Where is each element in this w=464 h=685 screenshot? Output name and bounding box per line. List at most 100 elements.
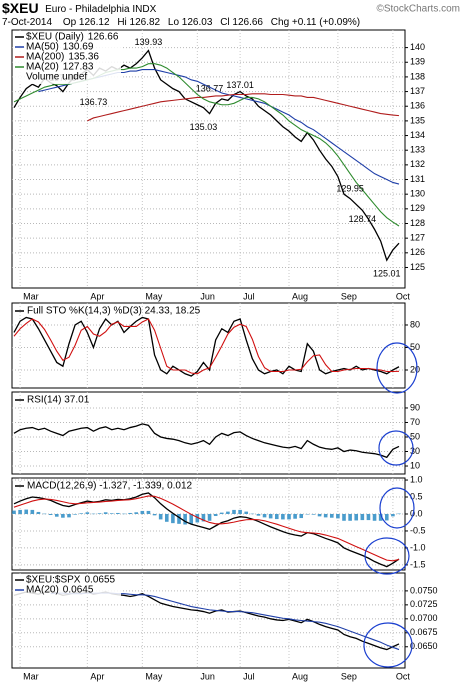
y-tick-label: 131 bbox=[410, 174, 425, 184]
panel-frame bbox=[11, 477, 406, 571]
panel-frame bbox=[11, 302, 406, 389]
y-tick-label: 0.0725 bbox=[410, 599, 438, 609]
series-line bbox=[13, 495, 400, 562]
chart-header: $XEU Euro - Philadelphia INDX bbox=[2, 0, 157, 16]
histogram-bar bbox=[281, 513, 285, 520]
quote-item: Cl 126.66 bbox=[220, 17, 263, 28]
histogram-bar bbox=[189, 513, 194, 524]
histogram-bar bbox=[158, 513, 163, 520]
histogram-bar bbox=[42, 513, 47, 515]
histogram-bar bbox=[268, 513, 273, 519]
x-tick-label: May bbox=[145, 671, 163, 681]
histogram-bar bbox=[250, 513, 255, 515]
legend-value: 127.83 bbox=[63, 62, 94, 73]
annotation: 136.77 bbox=[196, 83, 224, 93]
histogram-bar bbox=[146, 510, 151, 514]
histogram-bar bbox=[67, 513, 71, 518]
histogram-bar bbox=[317, 513, 322, 517]
histogram-bar bbox=[128, 512, 132, 514]
histogram-bar bbox=[85, 512, 90, 514]
histogram-bar bbox=[336, 513, 340, 519]
y-tick-label: 50 bbox=[410, 431, 420, 441]
annotation: 135.03 bbox=[190, 122, 218, 132]
x-tick-label: May bbox=[145, 291, 163, 301]
annotation: 128.74 bbox=[349, 214, 377, 224]
x-tick-label: Sep bbox=[341, 671, 357, 681]
y-tick-label: 128 bbox=[410, 218, 425, 228]
legend-value: 130.69 bbox=[63, 42, 94, 53]
y-tick-label: 136 bbox=[410, 101, 425, 111]
y-tick-label: 126 bbox=[410, 247, 425, 257]
highlight-ellipse bbox=[378, 430, 414, 466]
histogram-bar bbox=[391, 513, 395, 517]
histogram-bar bbox=[164, 513, 169, 522]
y-tick-label: 129 bbox=[410, 203, 425, 213]
y-tick-label: 80 bbox=[410, 319, 420, 329]
annotation: 137.01 bbox=[226, 80, 254, 90]
histogram-bar bbox=[36, 511, 41, 514]
histogram-bar bbox=[97, 513, 102, 514]
y-tick-label: 135 bbox=[410, 115, 425, 125]
histogram-bar bbox=[287, 513, 291, 520]
y-tick-label: 20 bbox=[410, 364, 420, 374]
histogram-bar bbox=[342, 513, 346, 521]
histogram-bar bbox=[152, 513, 157, 516]
histogram-bar bbox=[323, 513, 328, 518]
histogram-bar bbox=[103, 512, 108, 514]
annotation: 125.01 bbox=[373, 269, 401, 279]
x-tick-label: Jun bbox=[200, 291, 215, 301]
histogram-bar bbox=[18, 509, 22, 514]
histogram-bar bbox=[134, 512, 139, 514]
histogram-bar bbox=[238, 509, 242, 514]
histogram-bar bbox=[195, 513, 200, 523]
panel-title: MACD(12,26,9) -1.327, -1.339, 0.012 bbox=[27, 481, 193, 492]
y-tick-label: 0.0650 bbox=[410, 641, 438, 651]
histogram-bar bbox=[116, 512, 120, 514]
y-tick-label: 134 bbox=[410, 130, 425, 140]
x-tick-label: Jul bbox=[243, 291, 255, 301]
y-tick-label: 90 bbox=[410, 402, 420, 412]
y-tick-label: 1.0 bbox=[410, 474, 423, 484]
highlight-ellipse bbox=[364, 537, 410, 575]
legend-label: MA(200) bbox=[26, 52, 64, 63]
histogram-bar bbox=[54, 513, 59, 517]
histogram-bar bbox=[73, 513, 77, 515]
histogram-bar bbox=[311, 513, 316, 515]
legend-box bbox=[13, 574, 121, 597]
histogram-bar bbox=[299, 513, 304, 519]
histogram-bar bbox=[183, 513, 187, 525]
legend-value: 0.0645 bbox=[63, 585, 94, 596]
histogram-bar bbox=[226, 511, 230, 514]
histogram-bar bbox=[12, 510, 16, 514]
y-tick-label: 0.0750 bbox=[410, 585, 438, 595]
histogram-bar bbox=[109, 513, 114, 514]
y-tick-label: 139 bbox=[410, 57, 425, 67]
y-tick-label: 137 bbox=[410, 86, 425, 96]
y-tick-label: 127 bbox=[410, 233, 425, 243]
histogram-bar bbox=[378, 513, 383, 521]
quote-item: Op 126.12 bbox=[63, 17, 110, 28]
histogram-bar bbox=[24, 509, 29, 514]
histogram-bar bbox=[360, 513, 365, 521]
y-tick-label: 0.0675 bbox=[410, 627, 438, 637]
histogram-bar bbox=[213, 513, 218, 517]
series-line bbox=[87, 93, 400, 122]
y-tick-label: 10 bbox=[410, 460, 420, 470]
x-tick-label: Apr bbox=[90, 291, 104, 301]
quote-date: 7-Oct-2014 bbox=[2, 17, 52, 28]
histogram-bar bbox=[91, 513, 96, 515]
histogram-bar bbox=[232, 509, 236, 514]
x-tick-label: Sep bbox=[341, 291, 357, 301]
histogram-bar bbox=[171, 513, 175, 524]
symbol: $XEU bbox=[2, 0, 39, 16]
panel-frame bbox=[11, 391, 406, 475]
plots: Mar Apr May Jun Jul Aug Sep Oct 125 126 127 128 129 1… bbox=[11, 29, 438, 681]
legend-label: MA(20) bbox=[26, 585, 59, 596]
x-tick-label: Jun bbox=[200, 671, 215, 681]
y-tick-label: 133 bbox=[410, 145, 425, 155]
x-tick-label: Mar bbox=[23, 671, 39, 681]
y-tick-label: 132 bbox=[410, 159, 425, 169]
histogram-bar bbox=[354, 513, 359, 521]
